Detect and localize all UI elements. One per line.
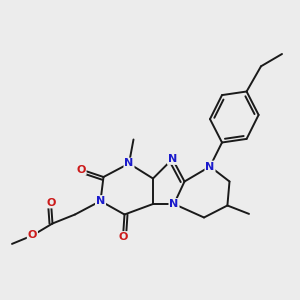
Text: O: O (46, 197, 56, 208)
Text: O: O (76, 164, 86, 175)
Text: N: N (96, 196, 105, 206)
Text: N: N (169, 199, 178, 209)
Text: N: N (206, 161, 214, 172)
Text: N: N (124, 158, 134, 169)
Text: O: O (28, 230, 37, 241)
Text: O: O (118, 232, 128, 242)
Text: N: N (168, 154, 177, 164)
